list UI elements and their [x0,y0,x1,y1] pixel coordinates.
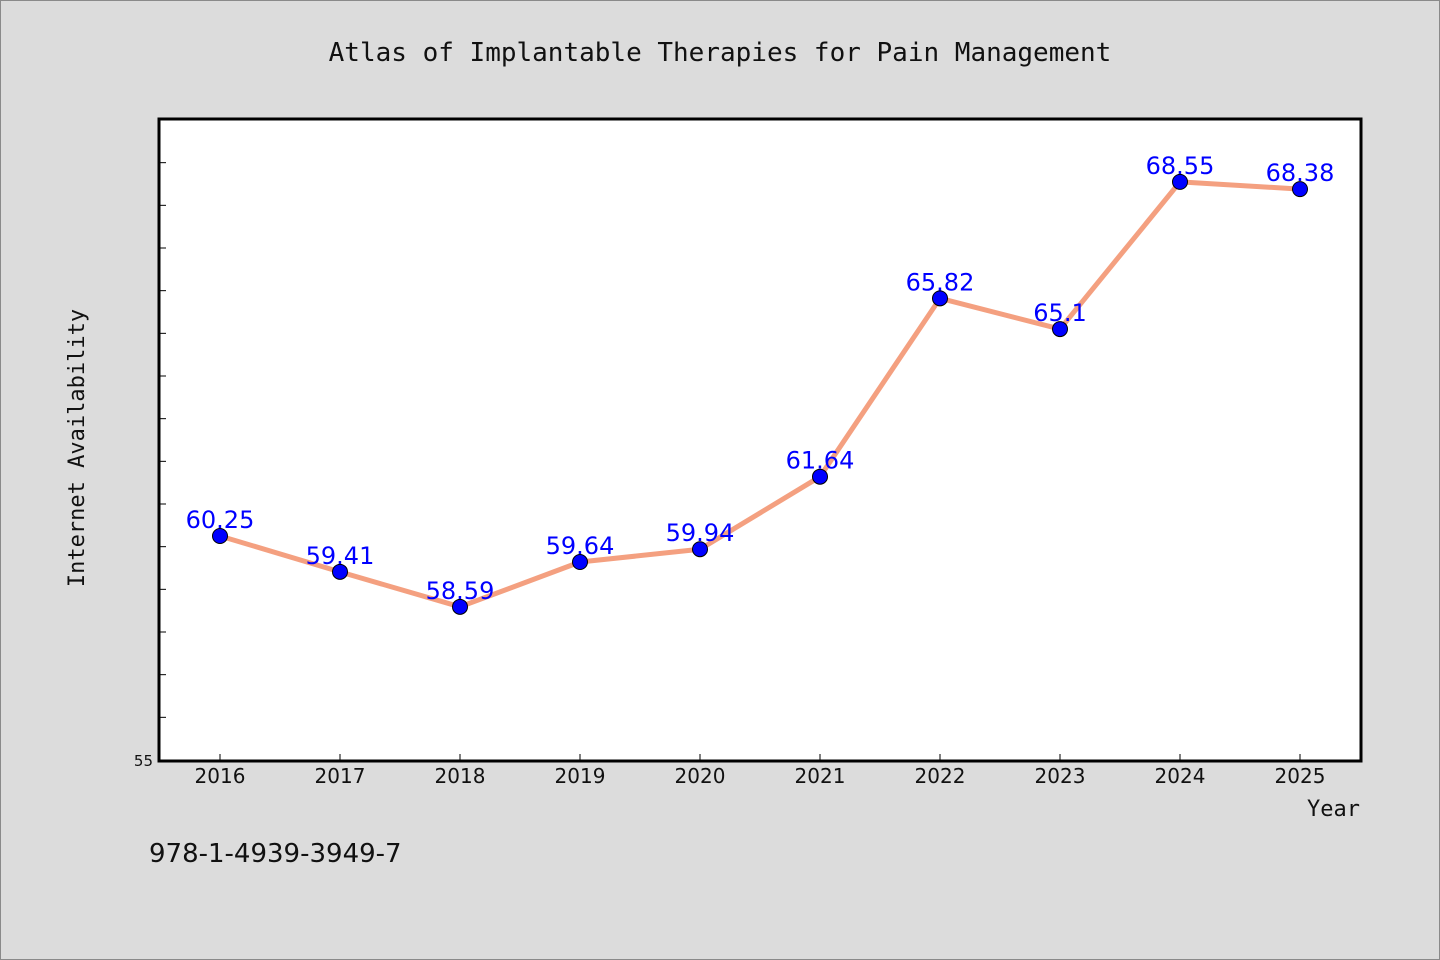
data-label: 61.64 [786,447,855,475]
x-tick-label: 2017 [315,764,366,788]
plot-area [157,117,1363,763]
data-label: 59.41 [306,542,375,570]
x-axis-label: Year [1307,797,1360,822]
data-point [212,528,228,544]
chart-title: Atlas of Implantable Therapies for Pain … [329,38,1112,68]
isbn-text: 978-1-4939-3949-7 [149,839,402,869]
x-tick-label: 2022 [915,764,966,788]
data-label: 59.64 [546,532,615,560]
x-tick-label: 2016 [195,764,246,788]
data-label: 68.55 [1146,152,1215,180]
x-tick-label: 2018 [435,764,486,788]
x-tick-label: 2023 [1035,764,1086,788]
y-axis-ticks [160,162,166,718]
y-tick-label-min: 55 [134,752,153,770]
data-point [692,541,708,558]
data-point [452,598,468,615]
data-label: 65.82 [906,268,975,296]
x-tick-label: 2024 [1155,764,1206,788]
data-label: 60.25 [186,506,255,534]
x-tick-label: 2019 [555,764,606,788]
series-markers [212,173,1308,615]
data-point [1292,181,1308,198]
x-tick-label: 2020 [675,764,726,788]
data-label: 68.38 [1266,159,1335,187]
data-point [1052,321,1068,338]
data-point [332,563,348,580]
y-axis-label: Internet Availability [65,309,90,587]
data-point [812,468,828,485]
data-labels: 60.25 59.41 58.59 59.64 59.94 61.64 65.82 65.1 6… [186,152,1335,605]
data-point [572,554,588,571]
series-line [219,179,1301,610]
data-label: 59.94 [666,519,735,547]
x-tick-label: 2021 [795,764,846,788]
x-axis: 2016 2017 2018 2019 2020 2021 2022 2023 2024 2025 [195,754,1326,788]
data-point [1172,173,1188,190]
x-tick-label: 2025 [1275,764,1326,788]
data-label: 58.59 [426,577,495,605]
data-point [932,290,948,307]
data-label: 65.1 [1033,299,1086,327]
